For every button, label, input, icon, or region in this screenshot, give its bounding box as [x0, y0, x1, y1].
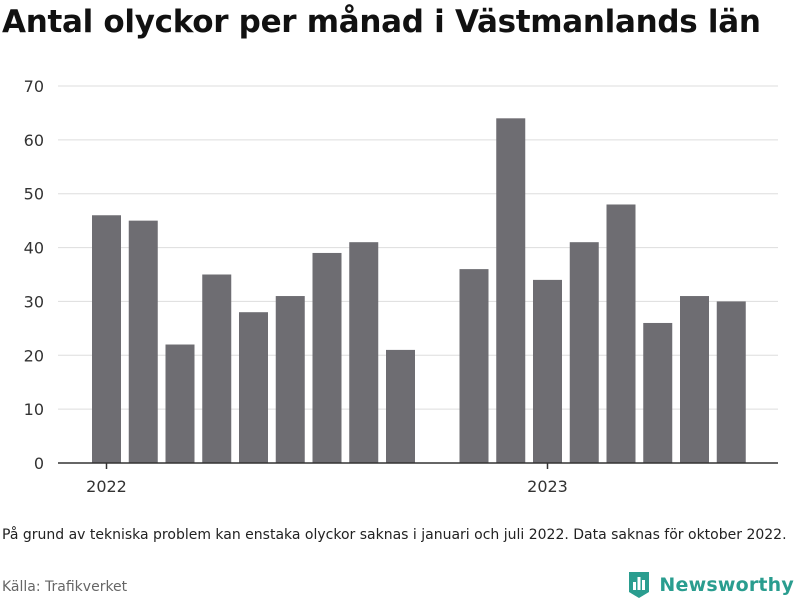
bar: [275, 296, 305, 463]
bar: [349, 242, 379, 463]
y-tick-label: 70: [24, 77, 44, 96]
source-credit: Källa: Trafikverket: [2, 579, 128, 595]
y-tick-label: 20: [24, 346, 44, 365]
y-axis-tick-labels: 0 10 20 30 40 50 60 70: [24, 77, 44, 473]
bar: [569, 242, 599, 463]
y-tick-label: 0: [34, 454, 44, 473]
bar: [128, 220, 158, 463]
x-tick-label: 2023: [527, 477, 568, 496]
footnote: På grund av tekniska problem kan enstaka…: [2, 527, 787, 543]
chart-title: Antal olyckor per månad i Västmanlands l…: [2, 4, 761, 40]
y-tick-label: 30: [24, 292, 44, 311]
bar: [643, 322, 673, 463]
y-tick-label: 40: [24, 239, 44, 258]
x-tick-label: 2022: [86, 477, 127, 496]
brand-logo[interactable]: Newsworthy: [627, 570, 794, 600]
bar-chart: 0 10 20 30 40 50 60 70 2022 2023: [24, 77, 778, 496]
y-tick-label: 60: [24, 131, 44, 150]
bars: [92, 118, 746, 464]
bar: [312, 252, 342, 463]
bar: [386, 349, 415, 463]
bar: [165, 344, 195, 463]
x-axis: 2022 2023: [58, 462, 778, 496]
bar: [606, 204, 636, 463]
brand-name: Newsworthy: [659, 574, 794, 596]
bar: [202, 274, 232, 463]
bar: [716, 301, 746, 463]
bar: [92, 215, 121, 463]
bar-chart-logo-icon: [629, 572, 650, 598]
bar: [459, 269, 489, 463]
bar: [239, 312, 268, 463]
bar: [496, 118, 526, 464]
bar: [680, 296, 709, 463]
bar: [533, 279, 562, 463]
y-tick-label: 10: [24, 400, 44, 419]
y-tick-label: 50: [24, 185, 44, 204]
